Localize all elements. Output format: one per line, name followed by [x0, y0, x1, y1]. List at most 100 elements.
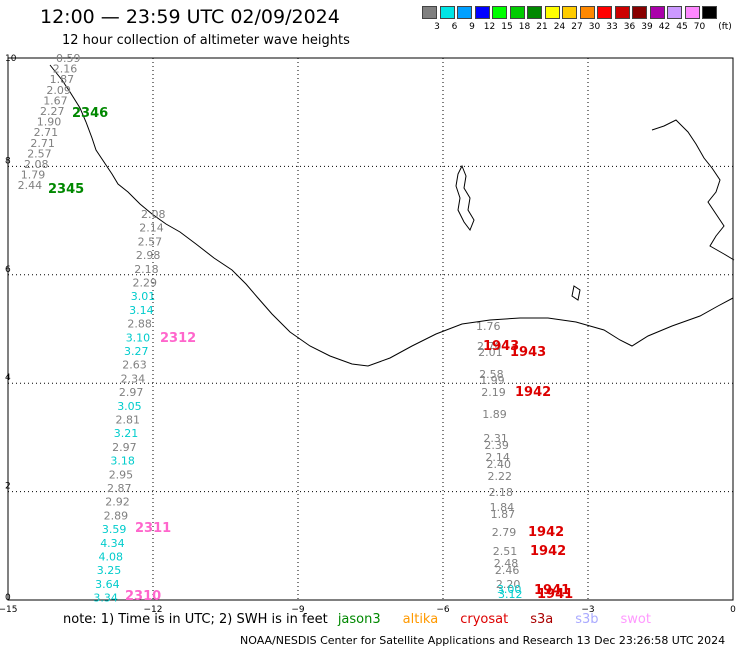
wave-height-value: 2.22	[488, 470, 513, 483]
pass-time-label: 1943	[483, 339, 519, 354]
wave-height-value: 3.05	[117, 400, 142, 413]
wave-height-value: 3.27	[124, 345, 149, 358]
wave-height-value: 2.95	[109, 468, 134, 481]
wave-height-value: 2.71	[30, 137, 55, 150]
satellite-legend-item: jason3	[337, 612, 381, 627]
legend-swatch	[439, 6, 455, 19]
legend-label: 27	[571, 22, 583, 32]
y-tick-label: 4	[5, 373, 11, 383]
pass-time-label: 1943	[510, 345, 546, 360]
pass-time-label: 1941	[534, 583, 570, 598]
wave-height-value: 3.00	[497, 583, 522, 596]
pass-time-label: 1942	[530, 544, 566, 559]
x-tick-label: 0	[730, 605, 736, 615]
wave-height-value: 1.67	[43, 94, 67, 107]
wave-height-value: 2.08	[24, 158, 49, 171]
note-line: note: 1) Time is in UTC; 2) SWH is in fe…	[63, 612, 679, 627]
legend-label: 36	[623, 22, 636, 32]
page-title: 12:00 — 23:59 UTC 02/09/2024	[40, 6, 340, 28]
wave-height-value: 2.79	[492, 526, 517, 539]
wave-height-value: 3.12	[498, 588, 523, 601]
legend-swatch	[702, 6, 717, 19]
legend-swatch	[684, 6, 700, 19]
legend-label: 12	[483, 22, 496, 32]
wave-height-value: 2.16	[53, 63, 78, 76]
wave-height-value: 2.87	[107, 482, 132, 495]
map-frame	[7, 57, 734, 601]
wave-height-value: 1.87	[491, 508, 515, 521]
legend-swatch	[527, 6, 542, 19]
legend-swatch	[614, 6, 630, 19]
legend-label: 70	[693, 22, 706, 32]
wave-height-value: 3.34	[93, 592, 118, 605]
wave-height-value: 2.19	[481, 386, 506, 399]
legend-swatch	[422, 6, 437, 19]
wave-height-value: 2.08	[141, 208, 166, 221]
legend-label: 18	[518, 22, 531, 32]
pass-time-label: 1941	[537, 587, 573, 602]
coastline-island-a	[455, 164, 475, 232]
legend-label: 42	[658, 22, 671, 32]
legend-swatch	[544, 6, 560, 19]
x-tick-label: −15	[0, 605, 18, 615]
wave-height-value: 3.10	[126, 331, 151, 344]
legend-swatch	[474, 6, 490, 19]
wave-height-value: 0.59	[56, 52, 81, 65]
satellite-legend-item: swot	[620, 612, 651, 627]
y-tick-label: 8	[5, 156, 11, 166]
wave-height-value: 4.34	[100, 537, 125, 550]
pass-time-label: 1942	[528, 525, 564, 540]
wave-height-value: 2.18	[134, 263, 159, 276]
wave-height-value: 2.71	[34, 126, 59, 139]
note-prefix: note: 1) Time is in UTC; 2) SWH is in fe…	[63, 612, 328, 627]
wave-height-value: 2.58	[479, 368, 504, 381]
altimeter-tracks: 0.592.161.872.091.672.271.902.712.712.57…	[18, 52, 574, 605]
wave-height-value: 2.63	[122, 359, 147, 372]
legend-label: 33	[606, 22, 618, 32]
wave-height-value: 3.64	[95, 578, 120, 591]
satellite-legend-item: s3a	[530, 612, 554, 627]
wave-height-value: 2.34	[121, 372, 146, 385]
coastline	[49, 64, 735, 367]
wave-height-value: 2.98	[136, 249, 161, 262]
y-tick-label: 6	[5, 265, 11, 275]
wave-height-value: 1.89	[482, 408, 507, 421]
map-grid: −15 −12 −9 −6 −3 0 10 8 6 4 2 0	[0, 54, 736, 615]
wave-height-value: 2.40	[486, 458, 511, 471]
satellite-legend: jason3 altika cryosat s3a s3b swot	[338, 612, 673, 627]
legend-swatch	[632, 6, 647, 19]
legend-swatch	[492, 6, 507, 19]
legend-label: 6	[451, 22, 458, 32]
wave-height-value: 1.79	[21, 169, 46, 182]
wave-height-value: 2.14	[485, 451, 510, 464]
wave-height-value: 2.81	[116, 414, 141, 427]
coastline-main	[49, 64, 734, 367]
page-subtitle: 12 hour collection of altimeter wave hei…	[62, 33, 350, 48]
wave-height-value: 1.99	[480, 374, 505, 387]
wave-height-value: 2.31	[483, 432, 508, 445]
legend-swatch	[649, 6, 665, 19]
x-tick-label: −9	[291, 605, 305, 615]
wave-height-value: 2.39	[484, 439, 509, 452]
wave-height-value: 2.18	[489, 486, 513, 499]
x-tick-label: −3	[581, 605, 594, 615]
legend-swatch	[509, 6, 525, 19]
x-tick-label: −12	[144, 605, 163, 615]
legend-label: 3	[434, 22, 440, 32]
wave-height-value: 2.97	[119, 386, 143, 399]
coastline-ne-cape	[651, 119, 735, 261]
y-tick-label: 10	[5, 54, 17, 64]
wave-height-value: 1.84	[490, 501, 514, 514]
satellite-legend-item: altika	[402, 612, 439, 627]
legend-label: 21	[536, 22, 548, 32]
y-tick-label: 0	[5, 593, 11, 603]
x-tick-label: −6	[436, 605, 450, 615]
wave-height-value: 2.70	[477, 340, 502, 353]
legend-swatch	[597, 6, 612, 19]
legend-label: 30	[588, 22, 601, 32]
wave-height-value: 2.27	[40, 105, 65, 118]
wave-height-value: 2.44	[18, 179, 42, 192]
wave-height-value: 2.57	[27, 147, 52, 160]
legend-label: 39	[641, 22, 653, 32]
